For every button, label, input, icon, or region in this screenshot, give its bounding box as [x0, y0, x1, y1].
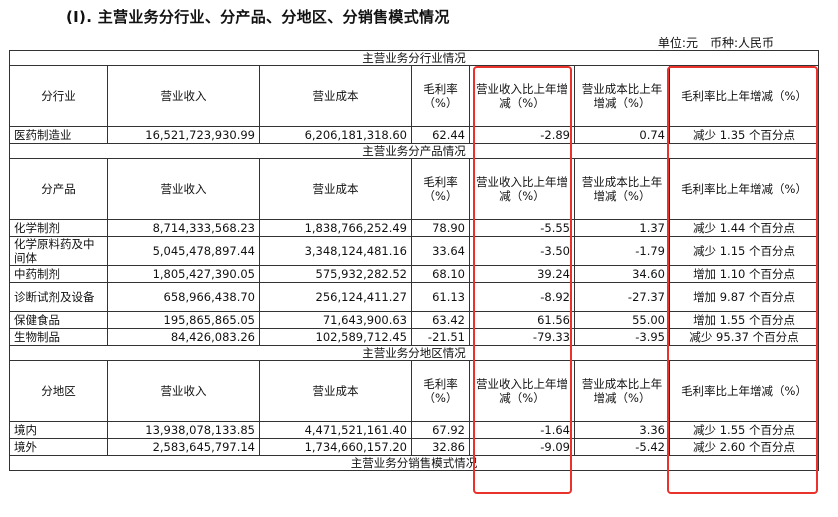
table-row: 化学制剂 8,714,333,568.23 1,838,766,252.49 78.9… — [9, 219, 820, 237]
table-row: 医药制造业 16,521,723,930.99 6,206,181,318.60 62… — [9, 126, 820, 144]
currency-label: 币种:人民币 — [709, 36, 774, 50]
sales-section-title: 主营业务分销售模式情况 — [8, 455, 820, 471]
revenue-change-header: 营业收入比上年增减（%） — [469, 158, 575, 220]
row-name: 境内 — [9, 421, 108, 439]
product-section-title: 主营业务分产品情况 — [8, 143, 820, 159]
industry-section-title: 主营业务分行业情况 — [8, 50, 820, 66]
product-first-col-header: 分产品 — [9, 158, 108, 220]
margin-change-cell: 增加 9.87 个百分点 — [668, 282, 820, 312]
revenue-cell: 1,805,427,390.05 — [107, 265, 260, 283]
cost-change-cell: -5.42 — [574, 438, 670, 456]
industry-header-row: 分行业 营业收入 营业成本 毛利率（%） 营业收入比上年增减（%） 营业成本比上年增减（%… — [9, 65, 820, 127]
cost-change-cell: 1.37 — [574, 219, 670, 237]
highlight-revenue-change — [473, 66, 572, 494]
cost-change-cell: 55.00 — [574, 311, 670, 329]
sales-section-title-row: 主营业务分销售模式情况 — [8, 455, 820, 471]
cost-cell: 1,838,766,252.49 — [259, 219, 412, 237]
revenue-cell: 8,714,333,568.23 — [107, 219, 260, 237]
cost-change-cell: -1.79 — [574, 236, 670, 266]
margin-cell: 62.44 — [411, 126, 470, 144]
table-row: 保健食品 195,865,865.05 71,643,900.63 63.42 61.5… — [9, 311, 820, 329]
margin-cell: 61.13 — [411, 282, 470, 312]
region-header-row: 分地区 营业收入 营业成本 毛利率（%） 营业收入比上年增减（%） 营业成本比上年增减（%… — [9, 360, 820, 422]
table-row: 境外 2,583,645,797.14 1,734,660,157.20 32.86 -… — [9, 438, 820, 456]
margin-cell: 32.86 — [411, 438, 470, 456]
margin-header: 毛利率（%） — [411, 158, 470, 220]
revenue-cell: 2,583,645,797.14 — [107, 438, 260, 456]
margin-cell: 33.64 — [411, 236, 470, 266]
row-name: 中药制剂 — [9, 265, 108, 283]
revenue-change-cell: -5.55 — [469, 219, 575, 237]
cost-change-header: 营业成本比上年增减（%） — [574, 360, 670, 422]
revenue-table: 主营业务分行业情况 分行业 营业收入 营业成本 毛利率（%） 营业收入比上年增减（%） 营业… — [8, 50, 820, 471]
product-section-title-row: 主营业务分产品情况 — [8, 143, 820, 159]
margin-cell: -21.51 — [411, 328, 470, 346]
highlight-margin-change — [667, 66, 818, 494]
region-first-col-header: 分地区 — [9, 360, 108, 422]
row-name: 诊断试剂及设备 — [9, 282, 108, 312]
cost-change-header: 营业成本比上年增减（%） — [574, 158, 670, 220]
margin-cell: 68.10 — [411, 265, 470, 283]
row-name: 医药制造业 — [9, 126, 108, 144]
margin-change-cell: 减少 1.44 个百分点 — [668, 219, 820, 237]
margin-header: 毛利率（%） — [411, 65, 470, 127]
cost-cell: 6,206,181,318.60 — [259, 126, 412, 144]
cost-cell: 102,589,712.45 — [259, 328, 412, 346]
margin-cell: 78.90 — [411, 219, 470, 237]
industry-first-col-header: 分行业 — [9, 65, 108, 127]
cost-cell: 71,643,900.63 — [259, 311, 412, 329]
revenue-header: 营业收入 — [107, 158, 260, 220]
cost-change-cell: -27.37 — [574, 282, 670, 312]
cost-change-cell: 3.36 — [574, 421, 670, 439]
row-name: 境外 — [9, 438, 108, 456]
margin-change-cell: 减少 2.60 个百分点 — [668, 438, 820, 456]
revenue-change-cell: -79.33 — [469, 328, 575, 346]
revenue-cell: 13,938,078,133.85 — [107, 421, 260, 439]
margin-header: 毛利率（%） — [411, 360, 470, 422]
row-name: 保健食品 — [9, 311, 108, 329]
margin-cell: 63.42 — [411, 311, 470, 329]
row-name: 化学制剂 — [9, 219, 108, 237]
margin-change-cell: 减少 95.37 个百分点 — [668, 328, 820, 346]
row-name: 生物制品 — [9, 328, 108, 346]
table-row: 化学原料药及中间体 5,045,478,897.44 3,348,124,481.1… — [9, 236, 820, 266]
unit-label: 单位:元 — [657, 36, 698, 50]
revenue-cell: 16,521,723,930.99 — [107, 126, 260, 144]
revenue-cell: 195,865,865.05 — [107, 311, 260, 329]
margin-change-cell: 减少 1.15 个百分点 — [668, 236, 820, 266]
cost-change-cell: 34.60 — [574, 265, 670, 283]
margin-change-header: 毛利率比上年增减（%） — [668, 158, 820, 220]
cost-header: 营业成本 — [259, 158, 412, 220]
cost-change-cell: 0.74 — [574, 126, 670, 144]
cost-header: 营业成本 — [259, 360, 412, 422]
table-row: 生物制品 84,426,083.26 102,589,712.45 -21.51 -79… — [9, 328, 820, 346]
margin-change-cell: 增加 1.10 个百分点 — [668, 265, 820, 283]
cost-cell: 3,348,124,481.16 — [259, 236, 412, 266]
cost-change-cell: -3.95 — [574, 328, 670, 346]
margin-change-cell: 减少 1.35 个百分点 — [668, 126, 820, 144]
revenue-cell: 84,426,083.26 — [107, 328, 260, 346]
revenue-header: 营业收入 — [107, 360, 260, 422]
cost-cell: 256,124,411.27 — [259, 282, 412, 312]
revenue-header: 营业收入 — [107, 65, 260, 127]
section-heading: (I). 主营业务分行业、分产品、分地区、分销售模式情况 — [66, 8, 450, 26]
revenue-change-cell: 39.24 — [469, 265, 575, 283]
cost-cell: 4,471,521,161.40 — [259, 421, 412, 439]
cost-cell: 575,932,282.52 — [259, 265, 412, 283]
margin-cell: 67.92 — [411, 421, 470, 439]
revenue-cell: 5,045,478,897.44 — [107, 236, 260, 266]
cost-change-header: 营业成本比上年增减（%） — [574, 65, 670, 127]
unit-note: 单位:元 币种:人民币 — [658, 34, 774, 51]
revenue-cell: 658,966,438.70 — [107, 282, 260, 312]
row-name: 化学原料药及中间体 — [9, 236, 108, 266]
industry-section-title-row: 主营业务分行业情况 — [8, 50, 820, 66]
cost-header: 营业成本 — [259, 65, 412, 127]
cost-cell: 1,734,660,157.20 — [259, 438, 412, 456]
